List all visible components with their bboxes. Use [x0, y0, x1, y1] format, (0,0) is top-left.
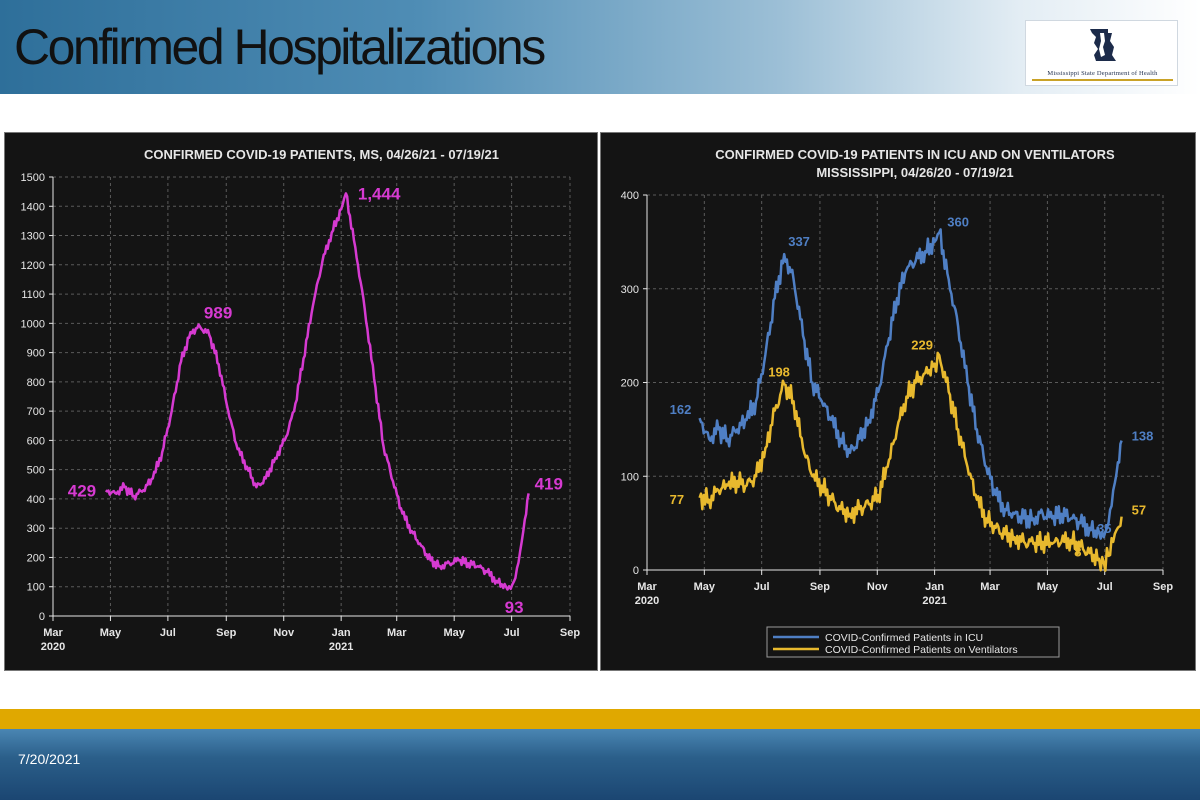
x-tick-sublabel: 2020: [635, 595, 659, 607]
x-tick-label: Nov: [273, 627, 295, 639]
x-tick-label: Jul: [1097, 581, 1113, 593]
x-tick-label: May: [100, 627, 122, 639]
data-label: 360: [947, 215, 969, 230]
x-tick-label: Jan: [332, 627, 351, 639]
legend-entry: COVID-Confirmed Patients on Ventilators: [825, 644, 1018, 656]
y-tick-label: 700: [27, 406, 45, 418]
x-tick-label: Mar: [980, 581, 1000, 593]
y-tick-label: 800: [27, 377, 45, 389]
y-tick-label: 600: [27, 435, 45, 447]
chart-icu-ventilators-svg: CONFIRMED COVID-19 PATIENTS IN ICU AND O…: [621, 147, 1173, 658]
chart-subtitle: MISSISSIPPI, 04/26/20 - 07/19/21: [816, 165, 1013, 180]
legend-entry: COVID-Confirmed Patients in ICU: [825, 632, 983, 644]
y-tick-label: 1500: [21, 172, 45, 184]
data-label: 138: [1132, 429, 1154, 444]
y-tick-label: 300: [621, 284, 639, 296]
data-label: 35: [1097, 521, 1111, 536]
x-tick-label: Jul: [754, 581, 770, 593]
chart-hospitalizations: CONFIRMED COVID-19 PATIENTS, MS, 04/26/2…: [4, 132, 598, 671]
series-line-1: [698, 228, 1123, 540]
footer-date: 7/20/2021: [18, 751, 81, 767]
y-tick-label: 1300: [21, 231, 45, 243]
y-tick-label: 1100: [21, 289, 45, 301]
data-label: 429: [68, 481, 96, 500]
chart-title: CONFIRMED COVID-19 PATIENTS, MS, 04/26/2…: [144, 147, 499, 162]
chart-icu-ventilators: CONFIRMED COVID-19 PATIENTS IN ICU AND O…: [600, 132, 1196, 671]
x-tick-label: Sep: [216, 627, 236, 639]
x-tick-label: Jul: [504, 627, 520, 639]
series-line-2: [698, 351, 1123, 572]
y-tick-label: 300: [27, 523, 45, 535]
y-tick-label: 1400: [21, 201, 45, 213]
y-tick-label: 500: [27, 465, 45, 477]
y-tick-label: 0: [39, 611, 45, 623]
header-band: [0, 0, 1200, 94]
data-label: 77: [670, 492, 684, 507]
y-tick-label: 200: [27, 552, 45, 564]
y-tick-label: 400: [27, 494, 45, 506]
gold-band: [0, 709, 1200, 729]
x-tick-label: Sep: [560, 627, 580, 639]
y-tick-label: 200: [621, 378, 639, 390]
page-title: Confirmed Hospitalizations: [14, 19, 546, 75]
x-tick-label: Sep: [1153, 581, 1173, 593]
mississippi-state-icon: [1090, 29, 1116, 61]
data-label: 419: [535, 474, 563, 493]
data-label: 8: [1074, 545, 1081, 560]
x-tick-label: Mar: [637, 581, 657, 593]
footer-band: [0, 729, 1200, 800]
x-tick-label: Jan: [925, 581, 944, 593]
data-label: 229: [911, 337, 933, 352]
data-label: 989: [204, 304, 232, 323]
x-tick-label: May: [1037, 581, 1059, 593]
data-label: 57: [1132, 503, 1146, 518]
legend-box: [766, 626, 1060, 658]
chart-hospitalizations-svg: CONFIRMED COVID-19 PATIENTS, MS, 04/26/2…: [21, 147, 581, 653]
msdh-logo: Mississippi State Department of Health: [1025, 20, 1178, 86]
y-tick-label: 1200: [21, 260, 45, 272]
x-tick-label: Nov: [867, 581, 889, 593]
y-tick-label: 400: [621, 190, 639, 202]
x-tick-label: Sep: [810, 581, 830, 593]
y-tick-label: 0: [633, 565, 639, 577]
y-tick-label: 100: [621, 471, 639, 483]
data-label: 198: [768, 364, 790, 379]
x-tick-sublabel: 2020: [41, 641, 65, 653]
data-label: 162: [670, 402, 692, 417]
x-tick-label: Mar: [387, 627, 407, 639]
x-tick-sublabel: 2021: [922, 595, 946, 607]
series-line-1: [104, 192, 530, 591]
x-tick-label: May: [694, 581, 716, 593]
logo-text: Mississippi State Department of Health: [1047, 70, 1158, 77]
logo-rule: [1032, 79, 1173, 81]
x-tick-label: Mar: [43, 627, 63, 639]
x-tick-sublabel: 2021: [329, 641, 353, 653]
data-label: 93: [505, 598, 524, 617]
y-tick-label: 100: [27, 582, 45, 594]
x-tick-label: Jul: [160, 627, 176, 639]
data-label: 1,444: [358, 184, 401, 203]
y-tick-label: 900: [27, 348, 45, 360]
chart-title: CONFIRMED COVID-19 PATIENTS IN ICU AND O…: [715, 147, 1115, 162]
data-label: 337: [788, 234, 810, 249]
y-tick-label: 1000: [21, 318, 45, 330]
x-tick-label: May: [443, 627, 465, 639]
